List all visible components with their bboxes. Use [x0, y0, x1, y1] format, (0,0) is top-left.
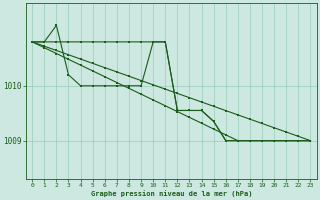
X-axis label: Graphe pression niveau de la mer (hPa): Graphe pression niveau de la mer (hPa) — [91, 190, 252, 197]
